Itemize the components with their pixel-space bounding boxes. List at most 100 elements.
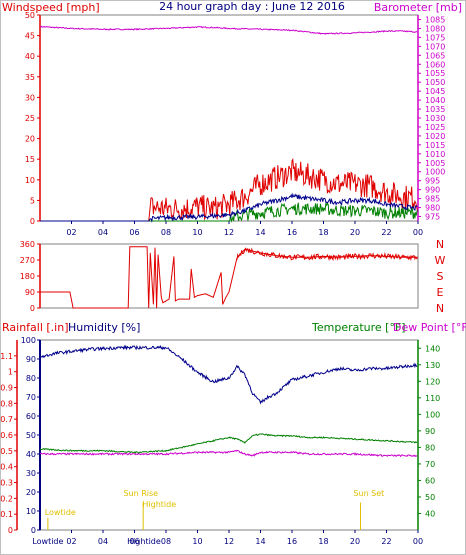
windspeed-tick-label: 30: [25, 93, 35, 102]
annotation-label: Lowtide: [45, 508, 76, 517]
temperature-tick-label: 70: [425, 460, 435, 469]
series-wind-direction: [40, 246, 418, 309]
annotation-label: Hightide: [142, 500, 176, 509]
series-humidity: [39, 344, 418, 405]
compass-label: E: [437, 286, 444, 299]
rain-tick-label: 0.8: [0, 399, 13, 408]
compass-label: N: [436, 302, 444, 315]
time-tick-label: 22: [381, 228, 391, 237]
temperature-tick-label: 80: [425, 443, 435, 452]
humidity-tick-label: 100: [21, 336, 36, 345]
compass-label: N: [436, 238, 444, 251]
panel-wind-barometer: 0510152025303540455097598098599099510001…: [25, 11, 446, 237]
time-tick-label: 14: [255, 537, 265, 546]
temperature-tick-label: 140: [425, 344, 440, 353]
windspeed-tick-label: 25: [25, 114, 35, 123]
barometer-tick-label: 1065: [425, 51, 445, 60]
annotation-label: Sun Set: [353, 489, 384, 498]
temperature-tick-label: 60: [425, 476, 435, 485]
humidity-tick-label: 80: [26, 374, 36, 383]
compass-label: W: [435, 254, 446, 267]
direction-tick-label: 0: [30, 304, 35, 313]
barometer-tick-label: 1005: [425, 159, 445, 168]
time-tick-label: 12: [224, 228, 234, 237]
panel2-plot-area: [39, 243, 419, 309]
humidity-tick-label: 20: [26, 488, 36, 497]
rain-tick-label: 0.7: [0, 415, 13, 424]
panel3-plot-area: [39, 339, 419, 531]
time-tick-label: 22: [381, 537, 391, 546]
barometer-tick-label: 1050: [425, 78, 445, 87]
series-wind-gust: [40, 157, 418, 222]
windspeed-tick-label: 20: [25, 135, 35, 144]
temperature-tick-label: 130: [425, 361, 440, 370]
temperature-tick-label: 110: [425, 394, 440, 403]
time-tick-label: 02: [66, 537, 76, 546]
time-tick-label: 04: [98, 537, 108, 546]
humidity-tick-label: 60: [26, 412, 36, 421]
humidity-tick-label: 90: [26, 355, 36, 364]
barometer-tick-label: 1030: [425, 114, 445, 123]
rain-tick-label: 1: [8, 368, 13, 377]
rain-tick-label: 0.4: [0, 463, 13, 472]
temperature-tick-label: 90: [425, 427, 435, 436]
rain-tick-label: 0.1: [0, 510, 13, 519]
time-tick-label: 20: [350, 537, 360, 546]
rain-tick-label: 0: [8, 526, 13, 535]
humidity-tick-label: 30: [26, 469, 36, 478]
barometer-tick-label: 1015: [425, 141, 445, 150]
windspeed-tick-label: 5: [30, 196, 35, 205]
barometer-tick-label: 1075: [425, 33, 445, 42]
tide-label: Lowtide: [32, 537, 63, 546]
time-tick-label: 12: [224, 537, 234, 546]
time-tick-label: 04: [98, 228, 108, 237]
panel-temp-humidity: 0 0.1 0.2 0.3 0.4 0.5 0.6 0.7 0.8 0.9 1 1.1 0 10 20 30 4…: [0, 336, 440, 546]
humidity-tick-label: 0: [31, 526, 36, 535]
time-tick-label: 08: [161, 537, 171, 546]
series-wind-average: [40, 192, 418, 223]
time-tick-label: 16: [287, 537, 297, 546]
barometer-tick-label: 1070: [425, 42, 445, 51]
barometer-tick-label: 1040: [425, 96, 445, 105]
rain-tick-label: 0.6: [0, 431, 13, 440]
time-tick-label: 14: [255, 228, 265, 237]
barometer-tick-label: 1020: [425, 132, 445, 141]
barometer-tick-label: 1060: [425, 60, 445, 69]
windspeed-tick-label: 15: [25, 155, 35, 164]
time-tick-label: 16: [287, 228, 297, 237]
windspeed-tick-label: 45: [25, 32, 35, 41]
windspeed-tick-label: 0: [30, 217, 35, 226]
windspeed-tick-label: 10: [25, 176, 35, 185]
rain-tick-label: 0.9: [0, 384, 13, 393]
direction-tick-label: 90: [25, 288, 35, 297]
barometer-tick-label: 1000: [425, 168, 445, 177]
rain-tick-label: 0.2: [0, 494, 13, 503]
series-dew-point: [39, 449, 418, 458]
time-tick-label: 02: [66, 228, 76, 237]
direction-tick-label: 360: [20, 240, 35, 249]
time-tick-label: 18: [318, 228, 328, 237]
time-tick-label: 06: [129, 228, 139, 237]
series-temperature: [39, 433, 418, 454]
temperature-tick-label: 120: [425, 377, 440, 386]
barometer-tick-label: 1010: [425, 150, 445, 159]
time-tick-label: 10: [192, 537, 202, 546]
dewpoint-title: Dew Point [°F]: [393, 321, 466, 334]
barometer-tick-label: 975: [425, 213, 440, 222]
temperature-title: Temperature [°F]: [311, 321, 406, 334]
humidity-title: Humidity [%]: [68, 321, 140, 334]
time-tick-label: 08: [161, 228, 171, 237]
humidity-tick-label: 70: [26, 393, 36, 402]
barometer-tick-label: 1025: [425, 123, 445, 132]
barometer-tick-label: 980: [425, 204, 440, 213]
chart-title: 24 hour graph day : June 12 2016: [159, 0, 345, 13]
series-wind-direction-variation: [236, 247, 418, 262]
temperature-tick-label: 100: [425, 410, 440, 419]
time-tick-label: 20: [350, 228, 360, 237]
barometer-tick-label: 1045: [425, 87, 445, 96]
barometer-tick-label: 985: [425, 195, 440, 204]
annotation-label: Sun Rise: [123, 489, 158, 498]
rain-tick-label: 0.3: [0, 479, 13, 488]
